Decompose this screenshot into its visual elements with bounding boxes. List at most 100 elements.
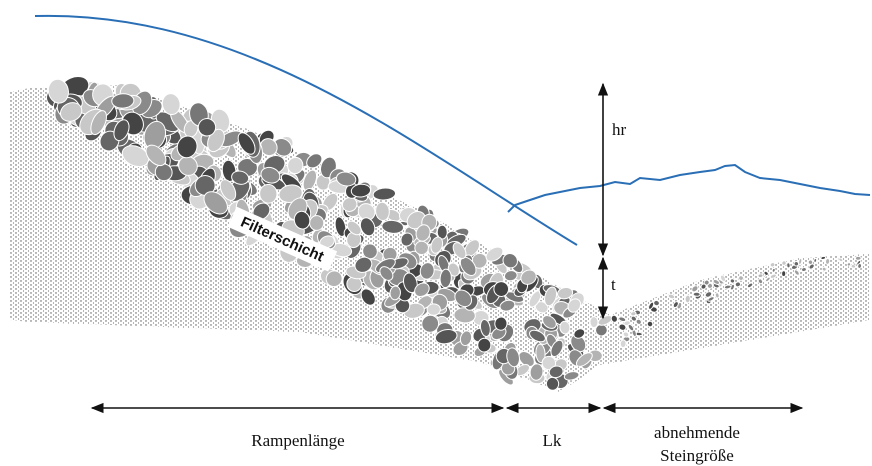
stone: [362, 243, 378, 260]
stone: [801, 267, 807, 273]
stone: [260, 166, 281, 184]
stone: [154, 163, 173, 182]
stone: [813, 258, 818, 263]
stone: [426, 303, 441, 316]
stone: [379, 266, 394, 281]
stone: [700, 283, 707, 290]
stone: [765, 276, 771, 283]
stone: [757, 278, 764, 285]
stone: [653, 299, 660, 307]
stone: [350, 183, 372, 198]
stone: [610, 314, 618, 323]
stone: [567, 298, 582, 313]
stone: [635, 318, 642, 325]
stone: [723, 284, 732, 290]
stone: [535, 343, 546, 364]
stone: [857, 263, 863, 269]
stone: [763, 270, 769, 276]
stone: [459, 330, 473, 347]
stone: [415, 224, 431, 242]
stone: [692, 291, 701, 297]
stone: [306, 153, 323, 169]
stone: [90, 110, 107, 136]
stone: [309, 215, 325, 231]
stone: [145, 144, 167, 167]
stone: [273, 138, 293, 157]
stone: [419, 262, 435, 280]
stone: [771, 267, 776, 273]
stone: [738, 275, 744, 281]
stone: [259, 183, 278, 204]
stone: [545, 376, 560, 391]
stone: [499, 299, 516, 312]
stone: [627, 323, 635, 332]
stone: [667, 293, 676, 300]
stone: [548, 365, 564, 379]
stone: [529, 329, 546, 343]
stone: [630, 311, 637, 317]
stone: [436, 224, 448, 240]
stone: [573, 328, 586, 339]
stone: [178, 156, 198, 176]
stone: [769, 262, 776, 268]
water-surface-upstream: [34, 14, 578, 246]
stone: [360, 288, 376, 306]
stone: [434, 328, 458, 345]
stone: [734, 281, 741, 288]
stone: [798, 257, 803, 265]
stone: [113, 119, 130, 142]
hr-label: hr: [612, 120, 627, 139]
t-label: t: [611, 275, 616, 294]
stone: [334, 216, 347, 237]
stone: [559, 320, 571, 335]
stone: [381, 219, 405, 234]
stone: [400, 232, 414, 247]
stone: [729, 278, 736, 284]
stone: [219, 179, 237, 201]
stone: [176, 135, 198, 159]
water-surface-downstream: [507, 163, 871, 213]
stone: [824, 257, 831, 265]
stone: [494, 316, 508, 331]
stone: [808, 263, 815, 270]
stone: [479, 318, 491, 337]
stone: [477, 337, 492, 353]
stone: [575, 352, 593, 367]
stone: [357, 203, 376, 221]
stone: [231, 170, 250, 185]
stone: [430, 236, 444, 254]
stone: [493, 281, 510, 297]
stone: [502, 253, 518, 269]
stone: [622, 331, 630, 338]
stone: [550, 339, 564, 358]
stone: [439, 268, 452, 289]
stone: [838, 257, 844, 263]
stone: [503, 270, 518, 282]
stone: [375, 201, 390, 222]
stone: [646, 320, 654, 328]
stone: [648, 301, 655, 310]
stone: [335, 171, 357, 187]
stone: [619, 339, 627, 349]
stone: [454, 289, 473, 308]
stone: [372, 187, 397, 201]
stone: [557, 287, 574, 300]
stone: [354, 256, 373, 273]
stone: [714, 292, 720, 299]
stone: [403, 272, 418, 294]
stone: [59, 102, 83, 122]
lk-label: Lk: [543, 431, 562, 450]
stone: [325, 270, 343, 288]
ramp-length-label: Rampenlänge: [251, 431, 344, 450]
stone: [161, 93, 181, 116]
stone: [452, 242, 467, 260]
stone: [707, 296, 715, 302]
stone: [506, 347, 520, 368]
stone: [563, 371, 580, 381]
stone: [757, 273, 764, 279]
stone: [704, 291, 713, 298]
stone: [618, 323, 627, 331]
stone: [793, 269, 800, 276]
